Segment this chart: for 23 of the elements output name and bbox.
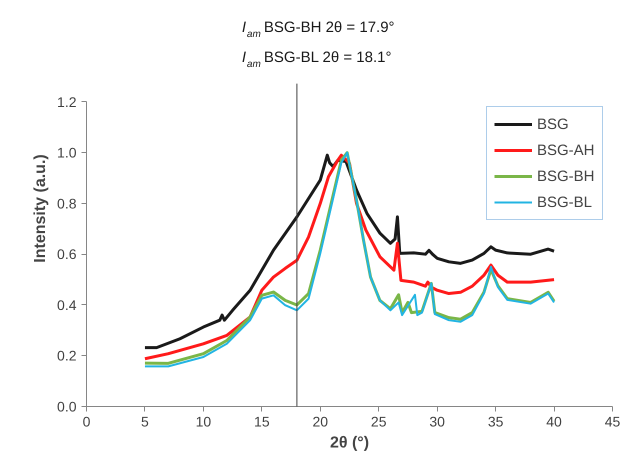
x-tick-label: 5 (141, 414, 150, 430)
y-axis-title: Intensity (a.u.) (32, 154, 50, 263)
legend-label: BSG-AH (537, 142, 595, 158)
x-tick-label: 40 (546, 414, 562, 430)
x-tick-label: 0 (82, 414, 91, 430)
x-tick-label: 45 (604, 414, 620, 430)
y-tick-label: 1.2 (57, 94, 77, 110)
x-tick-label: 10 (196, 414, 212, 430)
x-tick-label: 35 (488, 414, 504, 430)
y-tick-label: 0.6 (57, 246, 77, 262)
y-tick-label: 0.8 (57, 195, 77, 212)
x-tick-label: 20 (312, 414, 328, 430)
y-tick-label: 0.0 (57, 398, 77, 414)
legend-label: BSG-BH (537, 168, 595, 184)
y-tick-label: 0.2 (57, 348, 77, 364)
legend-label: BSG (537, 116, 569, 132)
x-tick-label: 25 (370, 414, 387, 430)
x-tick-label: 15 (254, 414, 270, 430)
legend-label: BSG-BL (537, 194, 592, 210)
x-tick-label: 30 (429, 414, 446, 430)
y-tick-label: 0.4 (57, 296, 77, 313)
x-axis-title: 2θ (°) (330, 434, 370, 452)
y-tick-label: 1.0 (57, 144, 77, 161)
